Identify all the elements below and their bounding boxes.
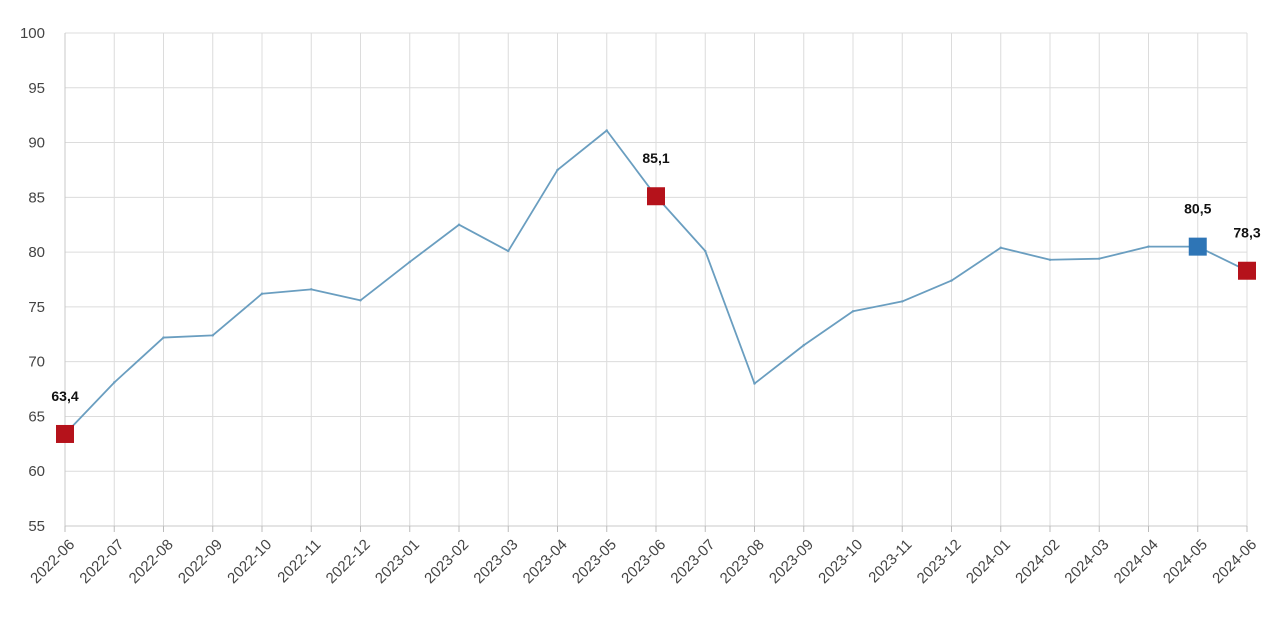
data-point xyxy=(211,334,214,337)
x-tick-label: 2024-05 xyxy=(1160,536,1211,587)
data-point xyxy=(1098,257,1101,260)
y-tick-label: 95 xyxy=(28,80,45,97)
data-point xyxy=(408,260,411,264)
x-tick-label: 2022-06 xyxy=(27,536,78,587)
data-point xyxy=(310,288,313,291)
data-label: 80,5 xyxy=(1184,201,1211,217)
y-tick-label: 65 xyxy=(28,408,45,425)
grid xyxy=(64,32,1248,527)
data-point xyxy=(704,249,707,253)
x-tick-label: 2024-06 xyxy=(1209,536,1260,587)
x-tick-label: 2024-03 xyxy=(1061,536,1112,587)
x-tick-label: 2024-04 xyxy=(1111,536,1162,587)
data-point xyxy=(507,249,510,253)
data-point xyxy=(999,246,1002,249)
data-label: 63,4 xyxy=(51,388,78,404)
x-tick-label: 2024-01 xyxy=(963,536,1014,587)
data-point xyxy=(802,344,805,347)
data-point xyxy=(359,299,362,302)
data-point xyxy=(260,292,264,295)
x-tick-label: 2023-03 xyxy=(470,536,521,587)
x-tick-label: 2023-07 xyxy=(667,536,718,587)
highlight-marker xyxy=(647,187,665,206)
data-label: 85,1 xyxy=(642,150,669,166)
x-tick-label: 2023-11 xyxy=(865,536,915,586)
y-axis: 55 60 65 70 75 80 85 90 95 100 xyxy=(20,25,45,535)
x-tick-label: 2023-06 xyxy=(618,536,669,587)
y-tick-label: 55 xyxy=(28,518,45,535)
data-point xyxy=(113,381,116,384)
data-point xyxy=(1147,245,1150,248)
y-tick-label: 100 xyxy=(20,25,45,42)
x-tick-label: 2023-04 xyxy=(520,536,571,587)
data-point xyxy=(556,168,559,172)
y-tick-label: 75 xyxy=(28,299,45,316)
highlight-marker xyxy=(1188,237,1207,256)
data-point xyxy=(605,129,608,132)
y-tick-label: 80 xyxy=(28,244,45,261)
highlight-marker xyxy=(56,424,74,443)
x-tick-label: 2022-09 xyxy=(175,536,226,587)
x-tick-label: 2024-02 xyxy=(1012,536,1063,587)
data-point xyxy=(950,279,953,282)
highlight-marker xyxy=(1238,261,1256,280)
x-tick-label: 2023-02 xyxy=(421,536,472,587)
y-tick-label: 90 xyxy=(28,135,45,152)
data-point xyxy=(851,310,855,313)
x-tick-label: 2023-08 xyxy=(717,536,768,587)
x-tick-label: 2022-08 xyxy=(126,536,177,587)
y-tick-label: 60 xyxy=(28,463,45,480)
x-tick-label: 2022-10 xyxy=(224,536,275,587)
data-point xyxy=(162,336,165,339)
x-tick-label: 2023-12 xyxy=(914,536,965,587)
y-tick-label: 70 xyxy=(28,354,45,371)
x-tick-label: 2023-05 xyxy=(569,536,620,587)
x-tick-label: 2022-11 xyxy=(274,536,324,586)
data-point xyxy=(457,223,461,226)
x-tick-label: 2022-07 xyxy=(76,536,127,587)
data-label: 78,3 xyxy=(1233,225,1260,241)
data-point xyxy=(901,300,904,303)
x-tick-label: 2023-09 xyxy=(766,536,817,587)
x-tick-label: 2023-01 xyxy=(372,536,423,587)
highlight-markers: 63,4 85,1 80,5 78,3 xyxy=(51,150,1261,443)
data-point xyxy=(753,382,756,385)
data-point xyxy=(1048,258,1052,261)
x-tick-label: 2023-10 xyxy=(815,536,866,587)
y-tick-label: 85 xyxy=(28,189,45,206)
x-tick-label: 2022-12 xyxy=(323,536,374,587)
